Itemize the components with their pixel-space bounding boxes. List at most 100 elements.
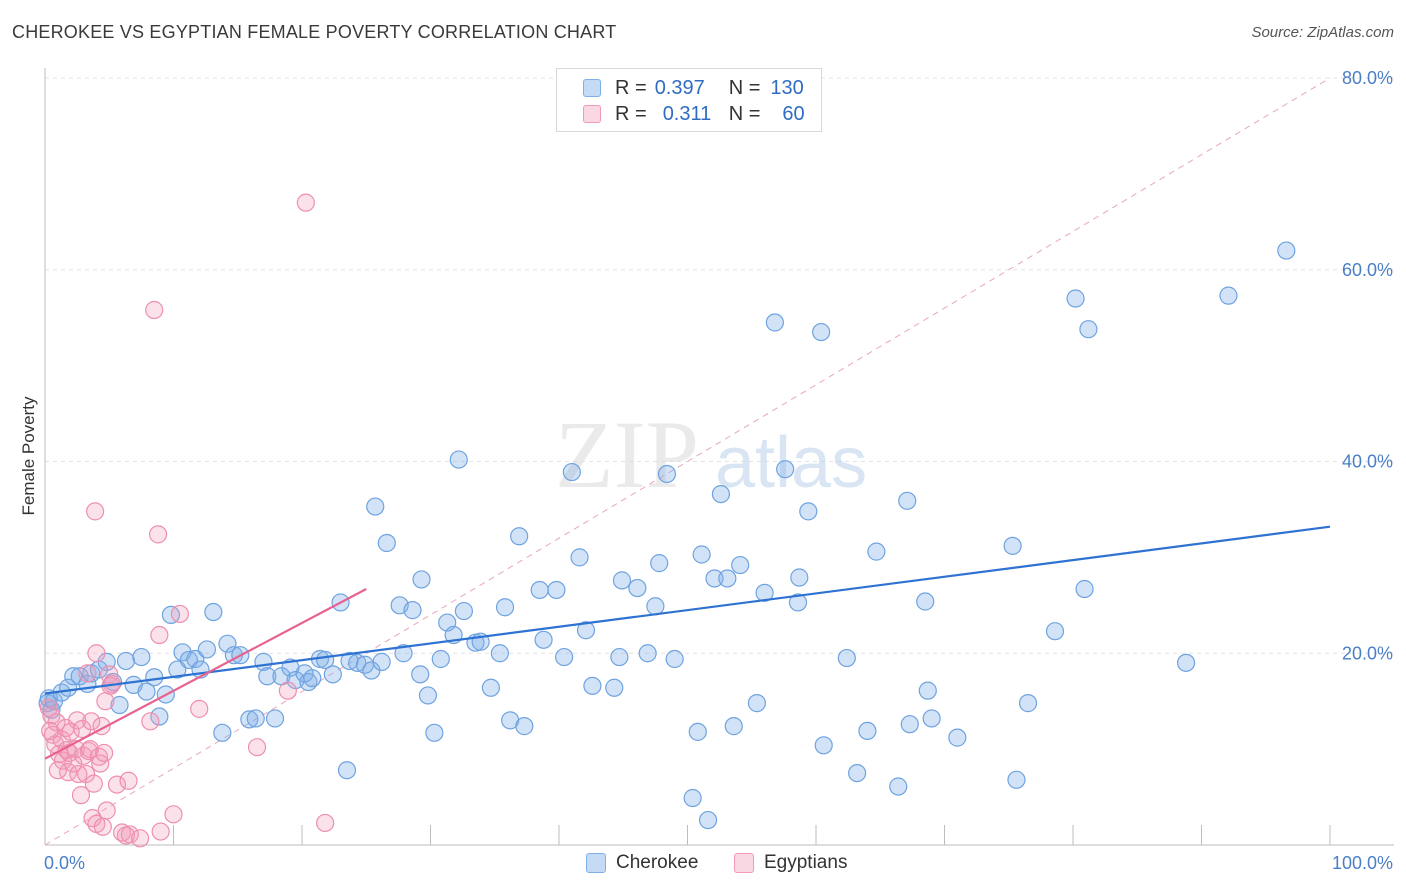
cherokee-point [449, 450, 468, 469]
cherokee-point [137, 682, 156, 701]
cherokee-point [765, 313, 784, 332]
diagonal-reference-line [44, 77, 1331, 846]
cherokee-point [150, 707, 169, 726]
cherokee-point [570, 548, 589, 567]
x-tick-label: 0.0% [44, 853, 85, 873]
cherokee-point [145, 668, 164, 687]
egyptian-point [91, 754, 110, 773]
cherokee-point [418, 686, 438, 705]
cherokee-point [534, 630, 553, 649]
egyptian-point [84, 774, 103, 793]
cherokee-point [683, 788, 702, 808]
legend-item-cherokee[interactable]: Cherokee [586, 852, 698, 874]
cherokee-point [692, 545, 711, 564]
cherokee-point [747, 694, 766, 713]
cherokee-point [1045, 622, 1065, 641]
cherokee-point [431, 649, 450, 669]
egyptian-point [130, 829, 150, 848]
trend-lines [44, 525, 1331, 760]
egyptian-point [296, 193, 315, 212]
chart-title: CHEROKEE VS EGYPTIAN FEMALE POVERTY CORR… [12, 22, 617, 42]
cherokee-point [481, 678, 500, 697]
cherokee-point [337, 761, 357, 780]
cherokee-point [1219, 286, 1238, 305]
correlation-legend: R = 0.397 N = 130 R = 0.311 N = 60 [556, 68, 822, 132]
cherokee-point [1079, 320, 1098, 339]
cherokee-point [638, 644, 657, 663]
cherokee-point [900, 715, 919, 734]
cherokee-point [814, 736, 833, 755]
legend-n-label: N = [728, 102, 761, 125]
egyptian-point [71, 786, 91, 805]
egyptian-point [150, 625, 169, 645]
cherokee-point [867, 542, 886, 561]
legend-n-value: 60 [782, 102, 805, 125]
egyptian-point [77, 764, 96, 784]
cherokee-point [755, 583, 774, 602]
legend-item-egyptians[interactable]: Egyptians [734, 852, 847, 874]
cherokee-point [948, 728, 967, 747]
egyptian-point [87, 644, 106, 663]
x-tick-label: 100.0% [1332, 853, 1393, 873]
legend-swatch-cherokee [586, 853, 606, 873]
cherokee-point [110, 695, 129, 715]
egyptian-point [145, 300, 164, 320]
egyptian-points [39, 193, 335, 848]
y-tick-label: 40.0% [1342, 452, 1393, 472]
legend-label-egyptians: Egyptians [764, 852, 848, 873]
cherokee-point [1277, 241, 1296, 260]
cherokee-point [530, 580, 549, 600]
cherokee-point [377, 533, 396, 553]
cherokee-point [665, 649, 684, 669]
egyptian-point [119, 771, 138, 790]
grid-lines [45, 77, 1394, 654]
egyptian-point [316, 813, 335, 833]
legend-swatch-egyptians [583, 105, 601, 123]
cherokee-point [240, 710, 259, 729]
cherokee-point [547, 580, 566, 600]
cherokee-point [837, 648, 856, 668]
y-tick-label: 60.0% [1342, 260, 1393, 280]
cherokee-point [132, 647, 151, 667]
cherokee-point [858, 721, 877, 741]
cherokee-point [922, 709, 941, 728]
cherokee-point [718, 569, 737, 588]
egyptian-point [97, 801, 116, 820]
cherokee-point [1018, 694, 1038, 713]
y-tick-label: 80.0% [1342, 68, 1393, 88]
cherokee-point [555, 647, 574, 667]
cherokee-point [258, 667, 277, 686]
cherokee-point [1003, 536, 1022, 555]
cherokee-point [265, 709, 285, 728]
diagonal-line [44, 77, 1331, 846]
cherokee-point [788, 593, 808, 612]
cherokee-point [323, 665, 342, 684]
cherokee-point [812, 322, 831, 342]
legend-n-value: 130 [770, 76, 804, 99]
legend-r-value: 0.397 [654, 76, 705, 99]
legend-row-egyptians: R = 0.311 N = 60 [583, 103, 805, 125]
cherokee-point [605, 678, 624, 697]
egyptian-point [96, 692, 115, 711]
cherokee-point [688, 722, 707, 741]
egyptian-point [141, 712, 160, 731]
cherokee-point [454, 601, 474, 621]
legend-label-cherokee: Cherokee [616, 852, 699, 873]
legend-r-label: R = [615, 102, 647, 125]
cherokee-point [394, 644, 413, 663]
cherokee-point [1176, 653, 1196, 672]
cherokee-point [848, 763, 867, 783]
tick-labels: 20.0% 40.0% 60.0% 80.0% 0.0% 100.0% [44, 68, 1393, 873]
cherokee-point [372, 652, 391, 671]
cherokee-point [612, 571, 632, 590]
cherokee-point [411, 665, 430, 684]
cherokee-point [246, 709, 265, 728]
cherokee-point [916, 592, 935, 611]
cherokee-point [412, 570, 431, 589]
cherokee-point [1007, 770, 1026, 789]
legend-r-value: 0.311 [662, 102, 712, 125]
cherokee-point [650, 554, 669, 573]
egyptian-point [95, 743, 114, 763]
cherokee-point [515, 717, 534, 736]
